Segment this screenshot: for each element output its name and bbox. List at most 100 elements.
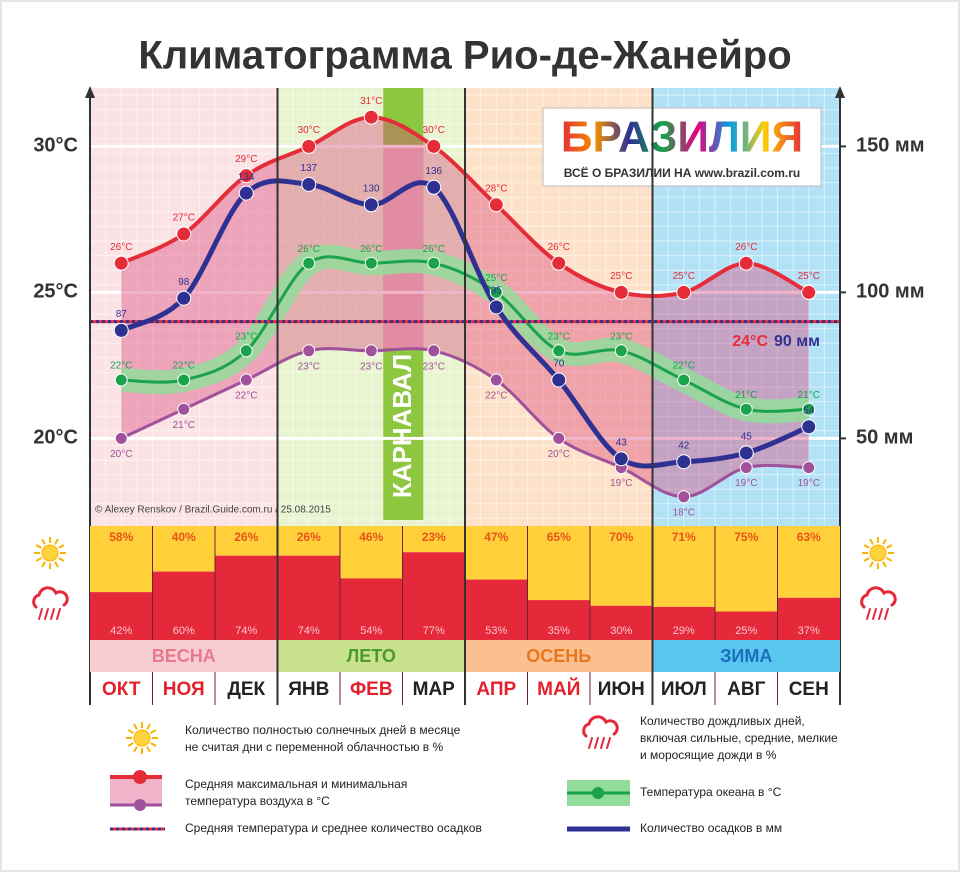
credit: © Alexey Renskov / Brazil.Guide.com.ru /…: [95, 505, 331, 516]
sunny-label: 26%: [297, 530, 321, 544]
sun-ray: [869, 561, 874, 568]
legend-text: Средняя температура и среднее количество…: [185, 821, 482, 835]
max-temp-label: 25°C: [610, 271, 632, 282]
rain-drop: [606, 737, 611, 749]
legend-text: не считая дни с переменной облачностью в…: [185, 740, 443, 754]
rain-drop: [884, 608, 889, 620]
legend-text: Температура океана в °C: [640, 785, 782, 799]
ocean-point: [177, 373, 191, 387]
ocean-label: 21°C: [798, 390, 820, 401]
max-temp-label: 25°C: [798, 271, 820, 282]
sunny-bar: [465, 526, 528, 580]
rain-drop: [866, 608, 871, 620]
season-cell: [277, 640, 465, 672]
max-temp-point: [301, 138, 317, 154]
average-temperature-label: 24°C: [732, 333, 768, 350]
min-temp-point: [239, 373, 253, 387]
rainy-bar: [465, 579, 528, 640]
x-tick-label: МАР: [413, 679, 456, 700]
season-label: ВЕСНА: [152, 646, 216, 666]
legend-text: и моросящие дожди в %: [640, 748, 777, 762]
precipitation-point: [801, 419, 817, 435]
x-tick-label: АВГ: [727, 679, 765, 700]
rain-drop: [600, 737, 605, 749]
precipitation-label: 45: [741, 432, 753, 443]
min-temp-point: [114, 431, 128, 445]
rainy-bar: [215, 555, 278, 640]
precipitation-point: [551, 372, 567, 388]
ocean-point: [302, 256, 316, 270]
precipitation-point: [738, 445, 754, 461]
sunny-bar: [527, 526, 590, 601]
ocean-label: 22°C: [110, 361, 132, 372]
ocean-label: 22°C: [673, 361, 695, 372]
rain-drop: [594, 737, 599, 749]
legend-text: Количество дождливых дней,: [640, 714, 805, 728]
rain-icon: [32, 586, 69, 620]
season-cell: [652, 640, 840, 672]
legend-max-point: [133, 770, 147, 784]
precipitation-label: 70: [553, 359, 565, 370]
sun-ray: [133, 723, 138, 730]
rain-drop: [44, 608, 49, 620]
sun-ray: [54, 561, 59, 568]
rainy-bar: [715, 611, 778, 640]
sunny-label: 71%: [672, 530, 696, 544]
legend-text: включая сильные, средние, мелкие: [640, 731, 838, 745]
sun-ray: [146, 723, 151, 730]
rain-drop: [50, 608, 55, 620]
max-temp-label: 27°C: [173, 213, 195, 224]
precipitation-label: 130: [363, 183, 380, 194]
rainy-label: 77%: [423, 625, 445, 637]
sun-ray: [882, 538, 887, 545]
max-temp-label: 31°C: [360, 96, 382, 107]
ocean-label: 26°C: [423, 244, 445, 255]
rainy-label: 42%: [110, 625, 132, 637]
max-temp-label: 30°C: [298, 125, 320, 136]
min-temp-label: 18°C: [673, 507, 695, 518]
rainy-label: 53%: [485, 625, 507, 637]
max-temp-point: [426, 138, 442, 154]
min-temp-point: [364, 344, 378, 358]
precipitation-point: [613, 451, 629, 467]
sun-ray: [35, 544, 42, 549]
rain-drop: [872, 608, 877, 620]
axis-arrow: [85, 86, 95, 98]
sunny-label: 65%: [547, 530, 571, 544]
rainy-bar: [340, 578, 403, 640]
rain-drop: [56, 608, 61, 620]
ocean-point: [802, 402, 816, 416]
axis-arrow: [835, 86, 845, 98]
sunny-label: 63%: [797, 530, 821, 544]
season-label: ЛЕТО: [347, 646, 396, 666]
sunny-bar: [215, 526, 278, 556]
ocean-label: 23°C: [548, 331, 570, 342]
rainy-bar: [590, 605, 653, 640]
max-temp-point: [801, 284, 817, 300]
x-tick-label: НОЯ: [163, 679, 205, 700]
carnival-label: КАРНАВАЛ: [387, 354, 417, 498]
precipitation-label: 98: [178, 277, 190, 288]
ocean-point: [427, 256, 441, 270]
sun-ray: [886, 544, 893, 549]
ocean-label: 21°C: [735, 390, 757, 401]
rainy-label: 74%: [298, 625, 320, 637]
sun-ray: [58, 557, 65, 562]
max-temp-label: 26°C: [110, 242, 132, 253]
ocean-point: [739, 402, 753, 416]
sun-disc: [41, 544, 59, 562]
rain-cloud: [582, 715, 619, 738]
min-temp-point: [302, 344, 316, 358]
rainy-label: 37%: [798, 625, 820, 637]
y2-tick-label: 150 мм: [856, 135, 925, 157]
rainy-label: 25%: [735, 625, 757, 637]
precipitation-point: [176, 290, 192, 306]
sunny-label: 75%: [734, 530, 758, 544]
precipitation-point: [488, 299, 504, 315]
ocean-point: [239, 344, 253, 358]
sunny-bar: [90, 526, 153, 593]
season-label: ОСЕНЬ: [526, 646, 591, 666]
sun-ray: [882, 561, 887, 568]
ocean-label: 26°C: [360, 244, 382, 255]
rain-icon: [860, 586, 897, 620]
